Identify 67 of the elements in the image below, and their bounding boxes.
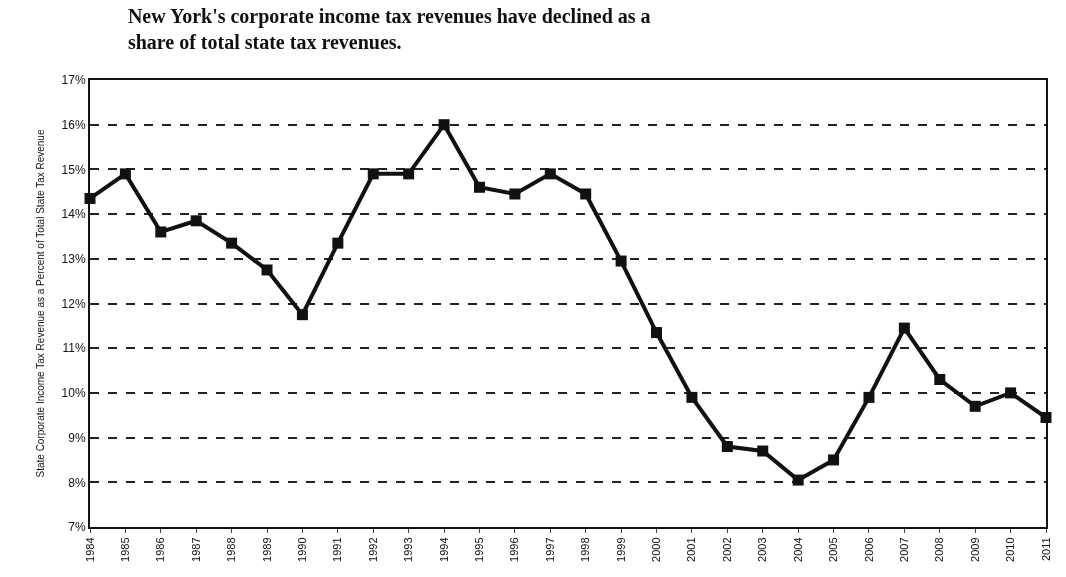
x-tick-label: 1996 <box>508 537 521 562</box>
y-tick-label: 14% <box>61 207 86 222</box>
point <box>296 309 308 321</box>
x-tick-label: 2003 <box>756 537 769 562</box>
point <box>1005 387 1017 399</box>
x-tick-label: 2009 <box>968 537 981 562</box>
x-tick-label: 2000 <box>650 537 663 562</box>
point <box>792 474 804 486</box>
x-tick-label: 2008 <box>933 537 946 562</box>
y-tick-label: 10% <box>61 386 86 401</box>
point <box>119 168 131 180</box>
x-tick-label: 2006 <box>862 537 875 562</box>
y-axis-title: State Corporate Income Tax Revenue as a Percent of Total State Tax Revenue <box>35 129 47 478</box>
x-tick-label: 1986 <box>154 537 167 562</box>
point <box>969 400 981 412</box>
y-tick-label: 17% <box>61 73 86 88</box>
point <box>898 322 910 334</box>
point <box>509 188 521 200</box>
x-tick-label: 1997 <box>543 537 556 562</box>
point <box>686 391 698 403</box>
x-tick-label: 2011 <box>1039 537 1052 562</box>
point <box>473 181 485 193</box>
x-tick-label: 1993 <box>402 537 415 562</box>
x-tick-label: 2002 <box>720 537 733 562</box>
point <box>863 391 875 403</box>
y-tick-label: 8% <box>68 475 86 490</box>
x-tick-label: 1989 <box>260 537 273 562</box>
x-tick-label: 2007 <box>897 537 910 562</box>
point <box>828 454 840 466</box>
x-tick-label: 1999 <box>614 537 627 562</box>
x-tick-label: 2004 <box>791 537 804 562</box>
x-tick-label: 1998 <box>579 537 592 562</box>
x-tick-label: 1985 <box>118 537 131 562</box>
y-tick-label: 11% <box>62 341 86 356</box>
x-tick-label: 1992 <box>366 537 379 562</box>
point <box>367 168 379 180</box>
point <box>438 119 450 131</box>
y-tick-label: 13% <box>61 252 86 266</box>
x-tick-label: 1991 <box>331 537 344 562</box>
y-tick-label: 15% <box>61 162 86 177</box>
point <box>544 168 556 180</box>
point <box>721 441 733 453</box>
x-tick-label: 1990 <box>296 537 309 562</box>
point <box>651 327 663 339</box>
x-tick-label: 1984 <box>83 537 96 562</box>
y-tick-label: 16% <box>61 117 86 132</box>
point <box>757 445 769 457</box>
point <box>190 215 202 227</box>
point <box>332 237 344 249</box>
x-tick-label: 2005 <box>827 537 840 562</box>
y-tick-label: 9% <box>68 430 86 445</box>
x-tick-label: 1994 <box>437 537 450 562</box>
y-tick-label: 7% <box>68 520 86 535</box>
x-tick-label: 1988 <box>225 537 238 562</box>
point <box>226 237 238 249</box>
y-tick-label: 12% <box>61 296 86 311</box>
x-tick-label: 1987 <box>189 537 202 562</box>
x-tick-label: 1995 <box>473 537 486 562</box>
point <box>615 255 627 267</box>
x-tick-label: 2010 <box>1004 537 1017 562</box>
point <box>155 226 167 238</box>
point <box>261 264 273 276</box>
x-tick-label: 2001 <box>685 537 698 562</box>
chart-title: New York's corporate income tax revenues have declined as a share of total state tax revenues. <box>127 5 651 54</box>
point <box>934 373 946 385</box>
point <box>580 188 592 200</box>
point <box>403 168 415 180</box>
